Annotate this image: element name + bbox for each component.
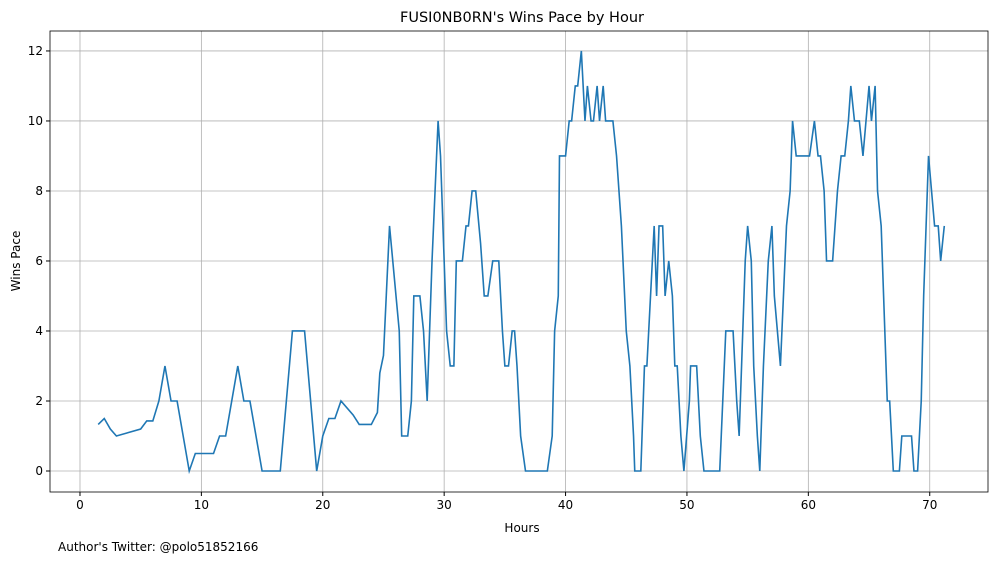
y-tick-label: 8 [35,184,43,198]
y-tick-label: 6 [35,254,43,268]
x-tick-label: 20 [315,498,330,512]
y-tick-label: 10 [28,114,43,128]
x-tick-label: 10 [194,498,209,512]
y-tick-label: 2 [35,394,43,408]
y-tick-label: 4 [35,324,43,338]
x-tick-label: 30 [437,498,452,512]
x-tick-label: 60 [801,498,816,512]
x-axis-label: Hours [504,521,539,535]
x-tick-label: 50 [679,498,694,512]
plot-frame [49,30,989,493]
x-tick-label: 40 [558,498,573,512]
y-axis-label: Wins Pace [9,231,23,292]
data-line [97,50,946,475]
y-tick-label: 0 [35,464,43,478]
y-tick-label: 12 [28,44,43,58]
x-tick-label: 0 [76,498,84,512]
x-tick-label: 70 [922,498,937,512]
chart-title: FUSI0NB0RN's Wins Pace by Hour [400,10,644,26]
footnote: Author's Twitter: @polo51852166 [58,540,258,554]
